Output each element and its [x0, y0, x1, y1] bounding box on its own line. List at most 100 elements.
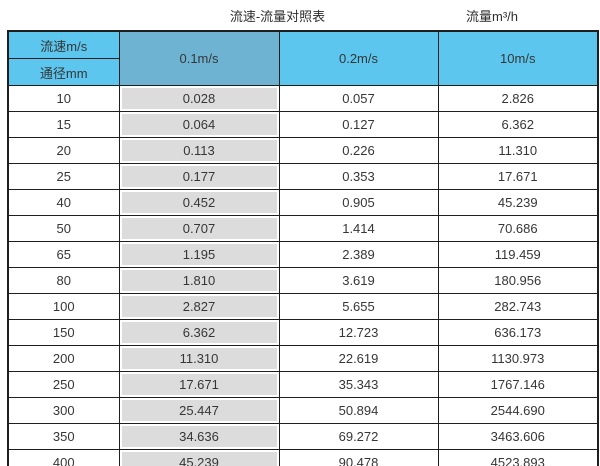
flow-cell-10ms: 4523.893: [437, 449, 599, 466]
diameter-cell: 150: [7, 319, 120, 346]
header-velocity-label: 流速m/s: [7, 30, 120, 59]
flow-cell-10ms: 180.956: [437, 267, 599, 294]
flow-cell-0-2ms: 0.226: [278, 137, 439, 164]
flow-cell-10ms: 2.826: [437, 85, 599, 112]
table-row: 10 0.028 0.057 2.826: [7, 85, 599, 112]
table-title: 流速-流量对照表: [229, 9, 326, 24]
flow-cell-0-1ms: 1.810: [118, 267, 280, 294]
table-row: 65 1.195 2.389 119.459: [7, 241, 599, 268]
highlighted-value: 1.810: [121, 270, 277, 291]
table-row: 40 0.452 0.905 45.239: [7, 189, 599, 216]
flow-cell-0-2ms: 1.414: [278, 215, 439, 242]
flow-cell-0-1ms: 0.028: [118, 85, 280, 112]
header-col-0-1ms: 0.1m/s: [118, 30, 280, 86]
table-header: 流速m/s 0.1m/s 0.2m/s 10m/s 通径mm: [7, 30, 599, 86]
diameter-cell: 40: [7, 189, 120, 216]
flow-cell-10ms: 45.239: [437, 189, 599, 216]
flow-cell-10ms: 6.362: [437, 111, 599, 138]
highlighted-value: 11.310: [121, 348, 277, 369]
table-row: 150 6.362 12.723 636.173: [7, 319, 599, 346]
flow-cell-10ms: 1130.973: [437, 345, 599, 372]
table-row: 300 25.447 50.894 2544.690: [7, 397, 599, 424]
table-body: 10 0.028 0.057 2.826 15 0.064 0.127 6.362 20 0.11…: [7, 85, 599, 466]
flow-cell-0-2ms: 22.619: [278, 345, 439, 372]
flow-cell-0-2ms: 5.655: [278, 293, 439, 320]
flow-cell-0-1ms: 0.113: [118, 137, 280, 164]
diameter-cell: 200: [7, 345, 120, 372]
highlighted-value: 45.239: [121, 452, 277, 466]
flow-cell-0-1ms: 11.310: [118, 345, 280, 372]
flow-cell-10ms: 636.173: [437, 319, 599, 346]
diameter-cell: 300: [7, 397, 120, 424]
table-row: 400 45.239 90.478 4523.893: [7, 449, 599, 466]
table-row: 50 0.707 1.414 70.686: [7, 215, 599, 242]
flow-cell-10ms: 11.310: [437, 137, 599, 164]
table-row: 350 34.636 69.272 3463.606: [7, 423, 599, 450]
flow-cell-0-1ms: 0.177: [118, 163, 280, 190]
diameter-cell: 100: [7, 293, 120, 320]
table-row: 15 0.064 0.127 6.362: [7, 111, 599, 138]
highlighted-value: 0.177: [121, 166, 277, 187]
flow-cell-0-1ms: 0.452: [118, 189, 280, 216]
flow-cell-0-2ms: 90.478: [278, 449, 439, 466]
diameter-cell: 400: [7, 449, 120, 466]
flow-cell-0-1ms: 25.447: [118, 397, 280, 424]
flow-cell-0-2ms: 50.894: [278, 397, 439, 424]
highlighted-value: 34.636: [121, 426, 277, 447]
diameter-cell: 350: [7, 423, 120, 450]
diameter-cell: 250: [7, 371, 120, 398]
flow-cell-10ms: 2544.690: [437, 397, 599, 424]
flow-cell-0-1ms: 1.195: [118, 241, 280, 268]
highlighted-value: 17.671: [121, 374, 277, 395]
highlighted-value: 0.707: [121, 218, 277, 239]
highlighted-value: 25.447: [121, 400, 277, 421]
table-row: 250 17.671 35.343 1767.146: [7, 371, 599, 398]
flow-cell-0-1ms: 6.362: [118, 319, 280, 346]
diameter-cell: 25: [7, 163, 120, 190]
flow-cell-0-2ms: 0.905: [278, 189, 439, 216]
diameter-cell: 80: [7, 267, 120, 294]
diameter-cell: 20: [7, 137, 120, 164]
flow-cell-10ms: 70.686: [437, 215, 599, 242]
highlighted-value: 0.452: [121, 192, 277, 213]
flow-cell-0-2ms: 12.723: [278, 319, 439, 346]
table-row: 200 11.310 22.619 1130.973: [7, 345, 599, 372]
diameter-cell: 10: [7, 85, 120, 112]
diameter-cell: 65: [7, 241, 120, 268]
header-col-0-2ms: 0.2m/s: [278, 30, 439, 86]
flow-cell-0-1ms: 0.064: [118, 111, 280, 138]
flow-cell-0-2ms: 2.389: [278, 241, 439, 268]
flow-cell-0-1ms: 2.827: [118, 293, 280, 320]
flow-cell-0-1ms: 0.707: [118, 215, 280, 242]
highlighted-value: 2.827: [121, 296, 277, 317]
highlighted-value: 0.064: [121, 114, 277, 135]
diameter-cell: 15: [7, 111, 120, 138]
table-row: 80 1.810 3.619 180.956: [7, 267, 599, 294]
table-row: 25 0.177 0.353 17.671: [7, 163, 599, 190]
flow-cell-10ms: 1767.146: [437, 371, 599, 398]
flow-cell-10ms: 17.671: [437, 163, 599, 190]
flow-cell-0-2ms: 0.057: [278, 85, 439, 112]
header-col-10ms: 10m/s: [437, 30, 599, 86]
flow-cell-10ms: 282.743: [437, 293, 599, 320]
highlighted-value: 1.195: [121, 244, 277, 265]
flow-cell-0-1ms: 45.239: [118, 449, 280, 466]
flow-unit-title: 流量m³/h: [465, 9, 518, 24]
flow-cell-0-1ms: 34.636: [118, 423, 280, 450]
flow-rate-table: 流速m/s 0.1m/s 0.2m/s 10m/s 通径mm 10 0.028 0.…: [7, 30, 599, 466]
flow-cell-10ms: 3463.606: [437, 423, 599, 450]
flow-cell-0-2ms: 0.353: [278, 163, 439, 190]
flow-cell-0-2ms: 35.343: [278, 371, 439, 398]
highlighted-value: 0.113: [121, 140, 277, 161]
highlighted-value: 0.028: [121, 88, 277, 109]
flow-cell-10ms: 119.459: [437, 241, 599, 268]
flow-cell-0-1ms: 17.671: [118, 371, 280, 398]
table-row: 100 2.827 5.655 282.743: [7, 293, 599, 320]
caption-bar: 流速-流量对照表 流量m³/h: [0, 0, 600, 30]
header-diameter-label: 通径mm: [7, 58, 120, 86]
flow-cell-0-2ms: 69.272: [278, 423, 439, 450]
highlighted-value: 6.362: [121, 322, 277, 343]
flow-cell-0-2ms: 3.619: [278, 267, 439, 294]
flow-cell-0-2ms: 0.127: [278, 111, 439, 138]
